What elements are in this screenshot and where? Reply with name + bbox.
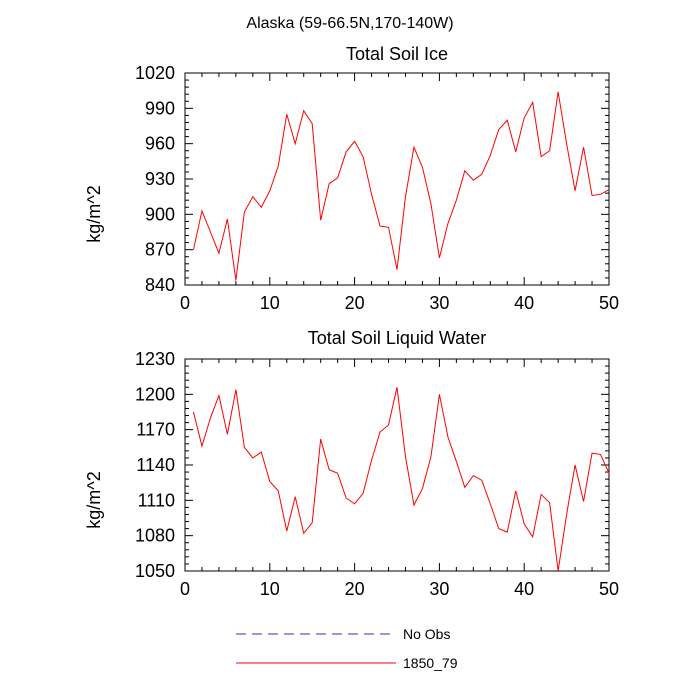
y-tick-label: 1170 bbox=[136, 420, 175, 440]
chart-panel-total-soil-ice: Total Soil Ice kg/m^2 0 10 20 30 40 508408709… bbox=[84, 44, 619, 313]
x-tick-label: 30 bbox=[429, 579, 449, 599]
chart-panel-total-soil-liquid-water: Total Soil Liquid Water kg/m^2 0 10 20 30 40… bbox=[84, 328, 619, 599]
y-tick-label: 1080 bbox=[135, 526, 175, 546]
chart-title: Total Soil Ice bbox=[346, 44, 448, 64]
y-tick-label: 990 bbox=[145, 98, 175, 118]
series-line-1850-79 bbox=[192, 387, 610, 572]
y-tick-label: 1020 bbox=[135, 63, 175, 83]
y-tick-label: 1140 bbox=[136, 455, 175, 475]
x-tick-label: 10 bbox=[260, 293, 280, 313]
legend-label-1850-79: 1850_79 bbox=[403, 655, 458, 671]
y-tick-label: 1230 bbox=[135, 349, 175, 369]
y-tick-label: 1110 bbox=[138, 490, 175, 510]
x-tick-label: 40 bbox=[514, 579, 534, 599]
series-line-1850-79 bbox=[192, 91, 610, 281]
x-tick-label: 40 bbox=[514, 293, 534, 313]
x-tick-label: 30 bbox=[429, 293, 449, 313]
x-tick-label: 50 bbox=[599, 293, 619, 313]
y-tick-label: 870 bbox=[145, 240, 175, 260]
y-tick-label: 1200 bbox=[135, 384, 175, 404]
x-tick-label: 10 bbox=[260, 579, 280, 599]
y-axis-label: kg/m^2 bbox=[84, 185, 104, 242]
x-tick-label: 20 bbox=[345, 293, 365, 313]
y-axis-label: kg/m^2 bbox=[84, 471, 104, 528]
chart-title: Total Soil Liquid Water bbox=[308, 328, 486, 348]
x-tick-label: 50 bbox=[599, 579, 619, 599]
figure-suptitle: Alaska (59-66.5N,170-140W) bbox=[246, 15, 453, 32]
legend-label-no-obs: No Obs bbox=[403, 626, 450, 642]
y-tick-label: 900 bbox=[145, 204, 175, 224]
x-tick-label: 20 bbox=[345, 579, 365, 599]
legend: No Obs 1850_79 bbox=[236, 626, 458, 671]
x-tick-label: 0 bbox=[180, 293, 190, 313]
y-tick-label: 840 bbox=[145, 275, 175, 295]
x-tick-label: 0 bbox=[180, 579, 190, 599]
y-tick-label: 1050 bbox=[135, 561, 175, 581]
y-tick-label: 960 bbox=[145, 134, 175, 154]
plot-area: 0 10 20 30 40 50 1050 1080 1110 1140 1170 1200 1230 bbox=[135, 349, 619, 599]
y-tick-label: 930 bbox=[145, 169, 175, 189]
plot-frame bbox=[184, 72, 610, 286]
